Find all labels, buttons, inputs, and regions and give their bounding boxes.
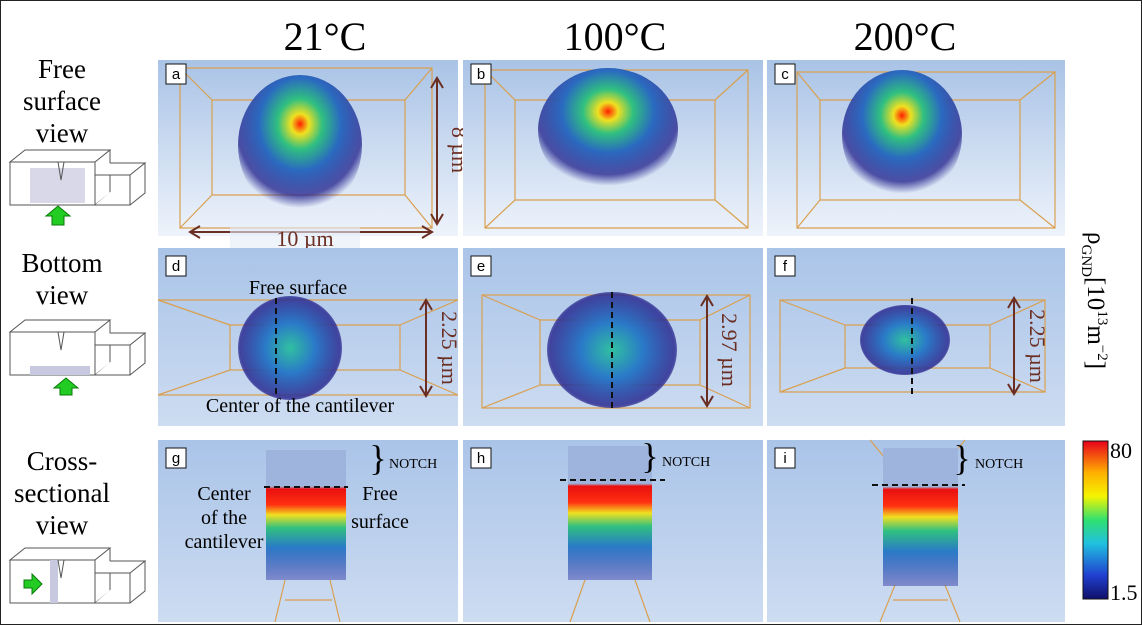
annotation: NOTCH: [389, 457, 437, 472]
icon-face: [30, 366, 90, 375]
colorbar: [1082, 440, 1109, 600]
colorbar-tick: 80: [1110, 438, 1132, 463]
panel-e: 2.97 µm: [463, 248, 763, 426]
dislocation-map: [842, 70, 962, 200]
colorbar-tick: 1.5: [1110, 580, 1138, 605]
annotation: surface: [351, 511, 409, 533]
row-label: view: [36, 510, 89, 540]
wireframe: [569, 579, 651, 623]
panel-letter: g: [172, 450, 180, 467]
label-bg: [230, 226, 360, 248]
wireframe: [481, 294, 751, 409]
panel-letter: c: [781, 66, 789, 83]
annotation: Center of the cantilever: [206, 395, 395, 417]
dimension-arrow: [419, 298, 433, 398]
wireframe: [179, 67, 433, 229]
dimension-label: 2.25 µm: [437, 311, 462, 385]
dimension-arrow: [700, 294, 714, 408]
annotation: NOTCH: [662, 455, 710, 470]
row-label: view: [36, 118, 89, 148]
brace: }: [369, 438, 386, 478]
dimension-arrow: [1007, 296, 1021, 396]
colorbar-label-part: m: [1082, 325, 1109, 345]
panel-letter: d: [172, 258, 180, 275]
panel-letter: e: [477, 258, 485, 275]
colorbar-label: ρGND[1013m−2]: [1078, 232, 1110, 369]
panel-d: Free surface Center of the cantilever 2.…: [157, 248, 462, 426]
annotation: Center: [197, 483, 251, 505]
panel-letter: i: [783, 450, 786, 467]
panel-f: 2.25 µm: [767, 248, 1065, 426]
dimension-label: 2.25 µm: [1025, 309, 1050, 383]
wireframe: [274, 579, 341, 623]
colorbar-label-part: [10: [1082, 277, 1109, 310]
icon-face: [30, 168, 85, 203]
colorbar-label-part: ]: [1082, 361, 1109, 369]
row-label: Free: [38, 54, 86, 84]
row-label: view: [36, 280, 89, 310]
letter-box: [774, 255, 796, 277]
wireframe: [484, 69, 749, 229]
column-header: 100°C: [564, 14, 667, 59]
icon-free-surface: [8, 149, 147, 226]
icon-cross-section: [8, 547, 147, 604]
colorbar-label-part: ρ: [1082, 232, 1109, 244]
dislocation-map: [538, 68, 678, 192]
annotation: of the: [201, 507, 247, 529]
icon-bottom: [8, 319, 147, 396]
dimension-label: 2.97 µm: [717, 313, 742, 387]
wireframe: [796, 71, 1056, 229]
colorbar-label-part: −2: [1094, 345, 1110, 361]
panel-letter: f: [783, 258, 788, 275]
panel-b: [463, 60, 763, 236]
column-header: 21°C: [284, 14, 367, 59]
panel-letters: a b c d e f g h i: [165, 63, 796, 469]
letter-box: [774, 63, 796, 85]
column-header: 200°C: [854, 14, 957, 59]
dislocation-map: [266, 450, 346, 580]
row-label: Cross-: [27, 446, 98, 476]
panel-letter: b: [477, 66, 485, 83]
letter-box: [165, 447, 187, 469]
annotation: Free surface: [249, 277, 347, 299]
dislocation-map: [568, 446, 652, 580]
letter-box: [470, 447, 492, 469]
icon-face: [50, 560, 58, 603]
dislocation-map: [238, 296, 342, 400]
panel-letter: a: [172, 66, 181, 83]
dislocation-map: [883, 448, 958, 586]
letter-box: [774, 447, 796, 469]
annotation: NOTCH: [975, 457, 1023, 472]
letter-box: [470, 255, 492, 277]
colorbar-label-part: 13: [1094, 310, 1110, 325]
panel-g: } NOTCH Center of the cantilever Free su…: [158, 438, 458, 623]
letter-box: [165, 63, 187, 85]
letter-box: [165, 255, 187, 277]
dimension-label: 10 µm: [276, 226, 333, 251]
panel-i: } NOTCH: [767, 438, 1065, 623]
annotation: Free: [362, 483, 398, 505]
row-label: surface: [23, 86, 101, 116]
dislocation-map: [547, 292, 677, 408]
dimension-arrow: [430, 76, 444, 226]
panel-letter: h: [477, 450, 485, 467]
dislocation-map: [860, 305, 950, 375]
annotation: cantilever: [185, 531, 264, 553]
dislocation-map: [238, 75, 362, 215]
icon-arrow: [52, 377, 80, 396]
panel-c: [767, 60, 1065, 236]
icon-arrow: [23, 572, 43, 596]
icon-arrow: [44, 205, 72, 226]
panel-h: } NOTCH: [463, 436, 763, 623]
brace: }: [953, 438, 970, 478]
panel-a: 8 µm 10 µm: [158, 60, 472, 251]
row-label: sectional: [14, 478, 110, 508]
wireframe: [779, 299, 1046, 393]
letter-box: [470, 63, 492, 85]
brace: }: [641, 436, 658, 476]
row-label: Bottom: [21, 248, 102, 278]
colorbar-label-part: GND: [1078, 244, 1094, 277]
